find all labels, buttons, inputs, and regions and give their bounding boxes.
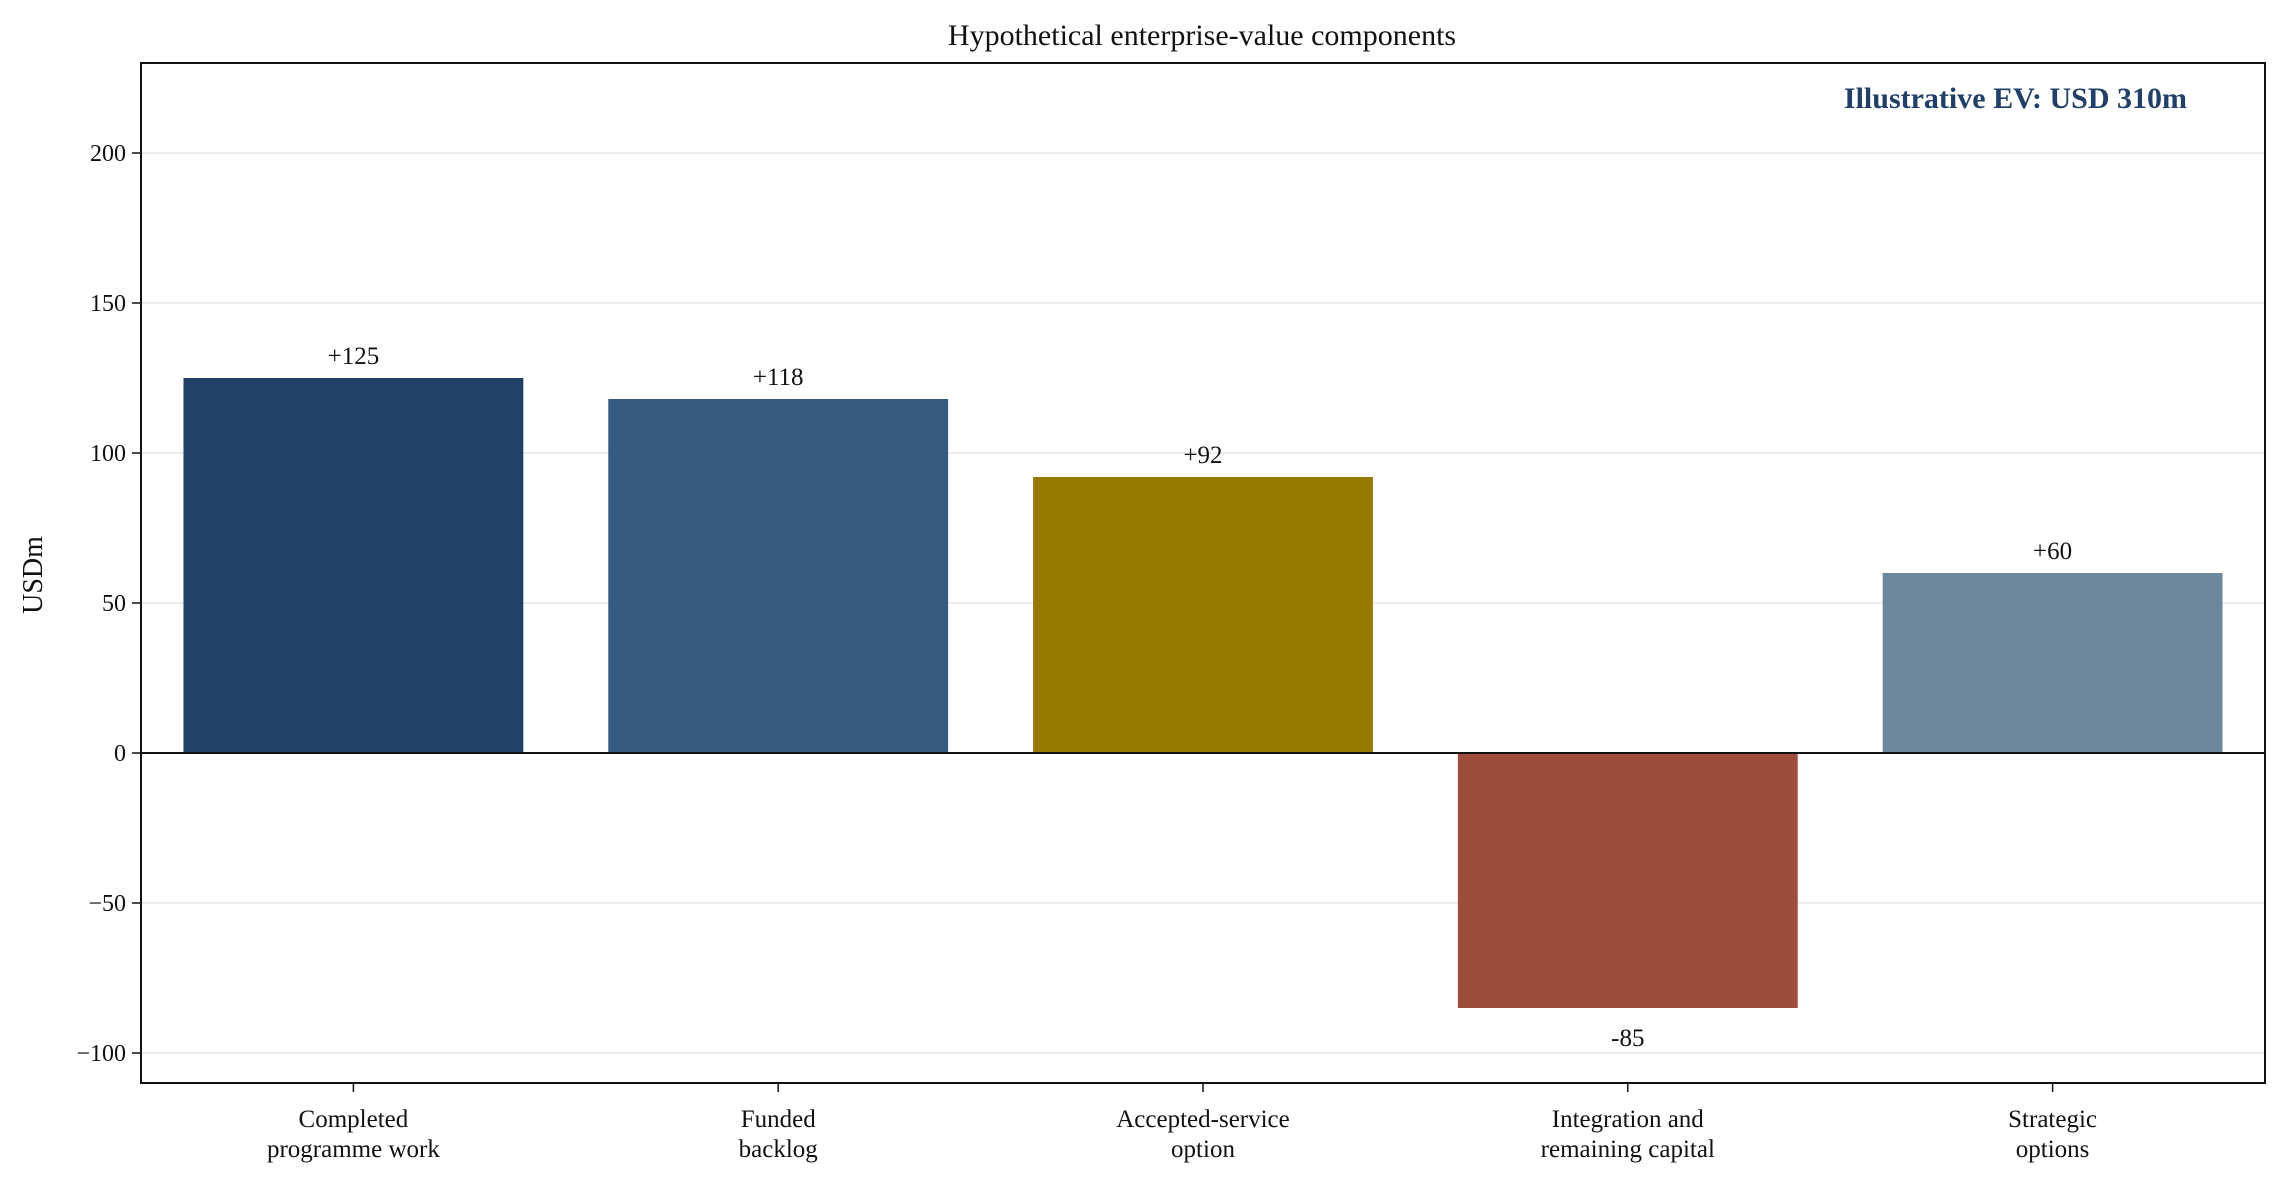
bar-value-label: +125	[328, 343, 380, 370]
x-tick-label-line: Strategic	[2008, 1106, 2097, 1133]
x-tick-label-line: remaining capital	[1541, 1136, 1715, 1163]
bar	[183, 378, 524, 753]
bar	[608, 399, 949, 753]
value-labels: +125 +118 +92 -85 +60	[328, 343, 2073, 1052]
x-tick-label-line: option	[1171, 1136, 1235, 1163]
x-tick-label-line: Completed	[299, 1106, 409, 1133]
plot-frame	[140, 62, 2266, 1084]
y-axis-label: USDm	[18, 536, 49, 614]
y-tick-label: 100	[90, 441, 126, 467]
y-tick-label: −100	[76, 1041, 126, 1067]
x-tick-label-line: Accepted-service	[1116, 1106, 1290, 1133]
x-tick-label: Integration and remaining capital	[1541, 1106, 1715, 1163]
x-tick-label: Completed programme work	[267, 1106, 440, 1163]
y-tick-label: −50	[88, 891, 126, 917]
y-tick-label: 50	[102, 591, 126, 617]
bar-value-label: +118	[753, 364, 804, 391]
bar-value-label: -85	[1611, 1025, 1644, 1052]
bar	[1457, 753, 1798, 1008]
bar	[1882, 573, 2223, 753]
x-tick-label: Accepted-service option	[1116, 1106, 1290, 1163]
bars	[183, 378, 2223, 1008]
axes: −100 −50 0 50 100 150 200 Completed programme wo…	[76, 62, 2266, 1163]
x-tick-label-line: programme work	[267, 1136, 440, 1163]
x-tick-label-line: Funded	[741, 1106, 817, 1133]
y-tick-label: 200	[90, 141, 126, 167]
x-tick-label: Funded backlog	[739, 1106, 819, 1163]
bar-value-label: +92	[1183, 442, 1222, 469]
bar	[1033, 477, 1373, 753]
ev-annotation: Illustrative EV: USD 310m	[1844, 82, 2187, 115]
x-tick-label: Strategic options	[2008, 1106, 2097, 1163]
chart-title: Hypothetical enterprise-value components	[948, 19, 1456, 52]
x-tick-label-line: Integration and	[1552, 1106, 1705, 1133]
y-tick-label: 0	[114, 741, 126, 767]
bar-value-label: +60	[2033, 538, 2072, 565]
x-tick-label-line: options	[2016, 1136, 2090, 1163]
x-tick-label-line: backlog	[739, 1136, 819, 1163]
y-tick-label: 150	[90, 291, 126, 317]
